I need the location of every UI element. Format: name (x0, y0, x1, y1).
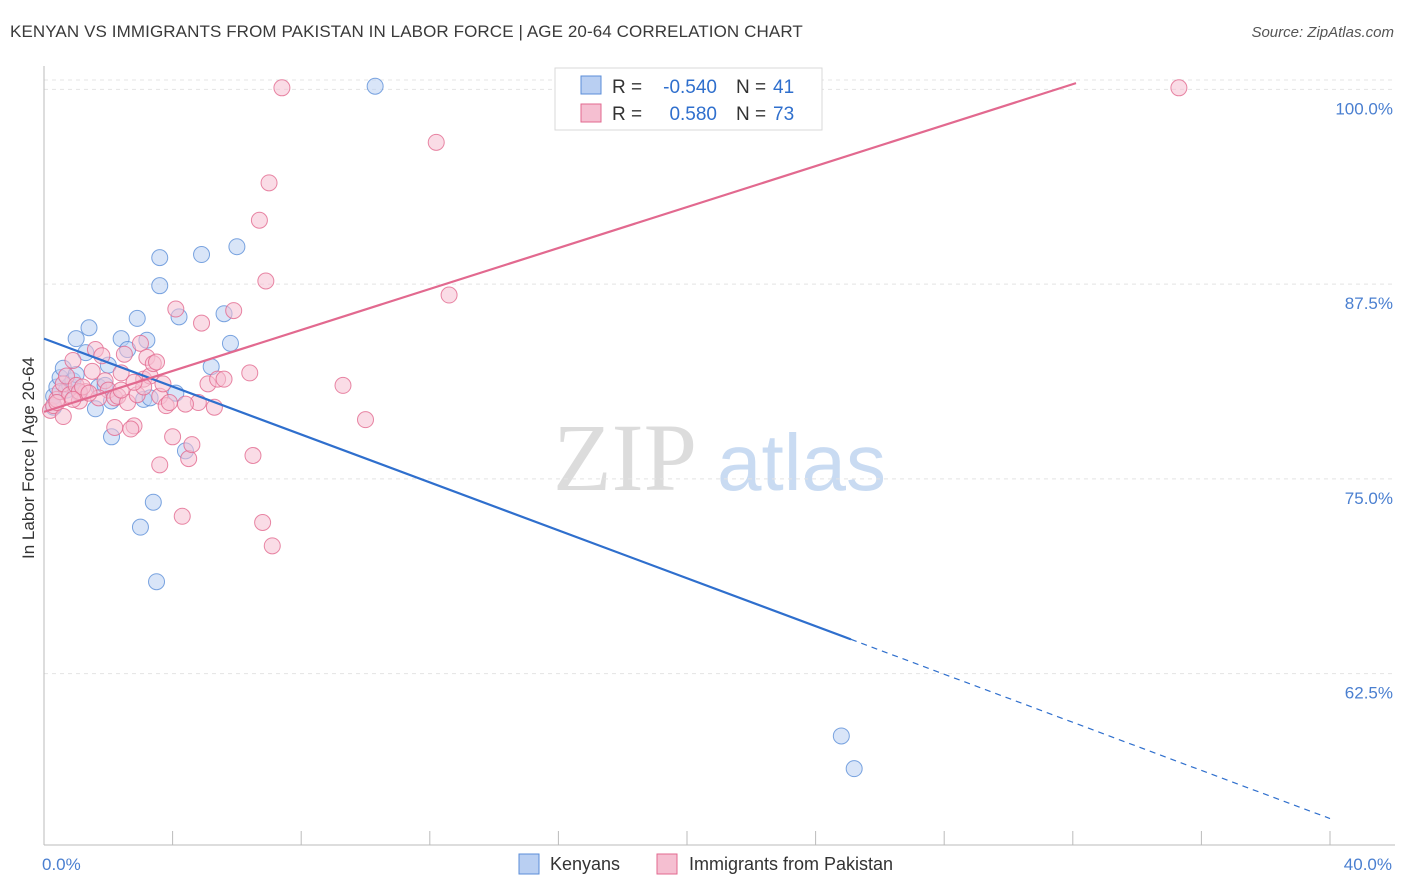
pakistan-point (54, 408, 72, 426)
y-tick-label: 75.0% (1345, 489, 1393, 508)
pakistan-point (334, 376, 352, 394)
kenyans-trend-extension (850, 638, 1331, 820)
legend-n-label-2: N = (736, 104, 766, 125)
pakistan-point (106, 418, 124, 436)
tick-labels: 62.5% 75.0% 87.5% 100.0% 0.0% 40.0% (42, 99, 1393, 874)
pakistan-point (64, 351, 82, 369)
kenyans-point (221, 334, 239, 352)
pakistan-point (176, 395, 194, 413)
kenyans-point (144, 493, 162, 511)
pakistan-point (160, 394, 178, 412)
pakistan-point (250, 211, 268, 229)
pakistan-point (151, 456, 169, 474)
kenyans-point (228, 238, 246, 256)
pakistan-point (164, 428, 182, 446)
pakistan-point (1170, 79, 1188, 97)
kenyans-trend-line (43, 337, 852, 641)
top-legend: R = -0.540 N = 41 R = 0.580 N = 73 (554, 67, 823, 131)
legend-swatch-pakistan (580, 103, 602, 123)
pakistan-point (257, 272, 275, 290)
bottom-legend-kenyans: Kenyans (550, 854, 620, 874)
legend-r-value-1: -0.540 (663, 77, 717, 98)
source-label: Source: ZipAtlas.com (1251, 24, 1394, 41)
y-axis-label: In Labor Force | Age 20-64 (19, 357, 38, 559)
pakistan-point (183, 436, 201, 454)
legend-n-label-1: N = (736, 77, 766, 98)
kenyans-point (366, 77, 384, 95)
pakistan-point (173, 507, 191, 525)
kenyans-point (193, 246, 211, 264)
bottom-legend-swatch-pakistan (656, 853, 678, 875)
kenyans-point (151, 277, 169, 295)
y-tick-label: 87.5% (1345, 294, 1393, 313)
pakistan-point (273, 79, 291, 97)
pakistan-point (193, 314, 211, 332)
legend-r-value-2: 0.580 (669, 104, 717, 125)
pakistan-point (115, 345, 133, 363)
pakistan-point (83, 362, 101, 380)
data-points (41, 77, 1188, 778)
watermark-zip: ZIP (553, 404, 697, 511)
y-tick-label: 100.0% (1335, 99, 1393, 118)
trend-lines (43, 82, 1331, 820)
kenyans-point (148, 573, 166, 591)
bottom-legend-swatch-kenyans (518, 853, 540, 875)
pakistan-point (357, 411, 374, 429)
legend-r-label-1: R = (612, 77, 642, 98)
kenyans-point (832, 727, 850, 745)
pakistan-trend-line (43, 82, 1077, 413)
legend-n-value-2: 73 (773, 104, 794, 125)
watermark-atlas: atlas (717, 418, 886, 507)
pakistan-point (263, 537, 281, 555)
kenyans-point (67, 330, 85, 348)
pakistan-point (260, 174, 278, 192)
pakistan-point (244, 447, 262, 464)
pakistan-point (167, 300, 185, 318)
chart-title: KENYAN VS IMMIGRANTS FROM PAKISTAN IN LA… (10, 22, 803, 41)
kenyans-point (131, 518, 149, 536)
pakistan-point (440, 286, 458, 304)
pakistan-point (254, 513, 272, 531)
axes (43, 66, 1395, 846)
kenyans-point (845, 760, 863, 778)
legend-swatch-kenyans (580, 75, 602, 95)
legend-n-value-1: 41 (773, 77, 794, 98)
y-tick-label: 62.5% (1345, 684, 1393, 703)
x-tick-label: 40.0% (1344, 855, 1392, 874)
pakistan-point (427, 133, 445, 151)
legend-r-label-2: R = (612, 104, 642, 125)
pakistan-point (131, 334, 149, 352)
kenyans-point (128, 309, 146, 327)
kenyans-point (80, 319, 98, 337)
x-tick-label: 0.0% (42, 855, 81, 874)
pakistan-point (215, 370, 233, 388)
pakistan-point (180, 450, 198, 468)
bottom-legend-pakistan: Immigrants from Pakistan (689, 854, 893, 874)
pakistan-point (225, 302, 243, 320)
pakistan-point (148, 353, 166, 371)
pakistan-point (122, 420, 140, 438)
bottom-legend: Kenyans Immigrants from Pakistan (518, 853, 893, 875)
pakistan-point (241, 364, 259, 382)
kenyans-point (151, 249, 169, 267)
